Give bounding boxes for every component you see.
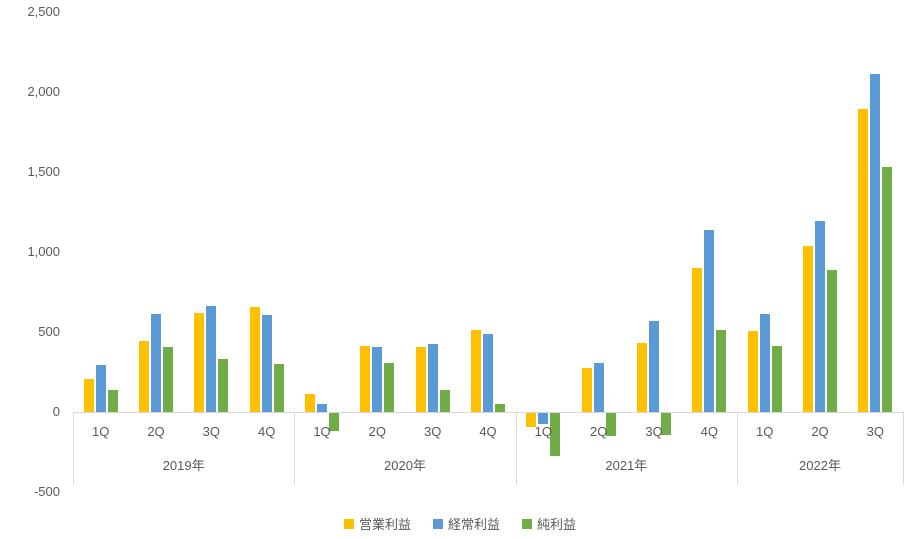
year-label: 2020年: [384, 458, 426, 473]
legend: 営業利益 経常利益 純利益: [0, 514, 920, 533]
bar-営業利益-2021年 4Q: [692, 268, 703, 412]
bar-経常利益-2019年 3Q: [206, 306, 217, 412]
bar-営業利益-2019年 3Q: [194, 312, 205, 412]
bar-営業利益-2021年 1Q: [526, 413, 537, 428]
bar-純利益-2022年 1Q: [771, 346, 782, 412]
y-axis-tick-label: 2,500: [27, 4, 60, 19]
bar-経常利益-2020年 1Q: [317, 404, 327, 412]
bar-営業利益-2020年 3Q: [415, 347, 426, 412]
year-label: 2019年: [162, 458, 205, 473]
bar-経常利益-2021年 2Q: [593, 363, 604, 412]
y-axis-tick-label: -500: [33, 484, 60, 499]
bar-純利益-2022年 3Q: [882, 167, 893, 412]
bar-経常利益-2021年 3Q: [649, 320, 659, 412]
bar-経常利益-2022年 1Q: [759, 314, 770, 412]
legend-label: 営業利益: [358, 517, 411, 532]
bar-営業利益-2022年 2Q: [803, 245, 813, 412]
bar-経常利益-2019年 4Q: [261, 315, 272, 412]
quarter-label: 3Q: [202, 424, 220, 439]
bar-純利益-2019年 2Q: [163, 347, 173, 412]
bar-営業利益-2020年 4Q: [471, 330, 481, 412]
quarter-label: 3Q: [423, 424, 442, 439]
quarter-label: 2Q: [811, 424, 829, 439]
bar-純利益-2021年 2Q: [605, 413, 616, 437]
quarter-label: 2Q: [147, 424, 165, 439]
bar-営業利益-2021年 2Q: [581, 368, 592, 412]
bar-純利益-2019年 3Q: [218, 359, 229, 412]
bar-経常利益-2020年 4Q: [483, 333, 493, 412]
group-separator-line: [515, 412, 517, 485]
quarter-label: 1Q: [534, 424, 552, 439]
bar-営業利益-2020年 1Q: [305, 394, 315, 412]
bar-純利益-2021年 3Q: [661, 413, 671, 436]
y-axis-tick-label: 0: [52, 404, 60, 419]
quarter-label: 4Q: [479, 424, 497, 439]
quarter-label: 2Q: [368, 424, 386, 439]
legend-item-営業利益: 営業利益: [343, 514, 411, 533]
bar-営業利益-2020年 2Q: [360, 345, 371, 412]
y-axis-tick-label: 2,000: [27, 84, 60, 99]
bar-営業利益-2022年 3Q: [858, 108, 869, 412]
bar-経常利益-2022年 3Q: [870, 74, 881, 412]
bar-純利益-2020年 2Q: [384, 363, 395, 412]
bar-経常利益-2022年 2Q: [815, 220, 825, 412]
y-axis-tick-label: 1,500: [27, 164, 60, 179]
bar-経常利益-2021年 1Q: [538, 413, 549, 425]
bar-営業利益-2019年 1Q: [83, 379, 94, 412]
bar-純利益-2022年 2Q: [827, 269, 837, 412]
bar-経常利益-2021年 4Q: [704, 230, 715, 412]
legend-item-純利益: 純利益: [522, 514, 576, 533]
group-separator-line: [903, 412, 904, 485]
group-separator-line: [294, 412, 296, 485]
legend-label: 純利益: [537, 517, 577, 532]
bar-純利益-2019年 4Q: [273, 364, 284, 412]
legend-swatch-icon: [522, 518, 532, 529]
legend-swatch-icon: [343, 518, 354, 529]
bar-経常利益-2020年 2Q: [372, 347, 383, 412]
legend-swatch-icon: [432, 518, 443, 529]
y-axis-tick-label: 500: [38, 324, 60, 339]
bar-純利益-2020年 1Q: [329, 413, 339, 431]
bar-純利益-2019年 1Q: [107, 390, 118, 412]
quarter-label: 3Q: [645, 424, 663, 439]
bar-営業利益-2019年 2Q: [139, 340, 149, 412]
quarter-label: 1Q: [755, 424, 774, 439]
legend-item-経常利益: 経常利益: [432, 514, 500, 533]
quarter-label: 1Q: [313, 424, 331, 439]
bar-経常利益-2019年 2Q: [151, 314, 161, 412]
bar-純利益-2021年 4Q: [716, 329, 727, 412]
bar-営業利益-2022年 1Q: [747, 331, 758, 412]
bar-経常利益-2020年 3Q: [427, 344, 438, 412]
bar-純利益-2021年 1Q: [550, 413, 561, 457]
y-axis-tick-label: 1,000: [27, 244, 60, 259]
bar-営業利益-2021年 3Q: [637, 343, 647, 412]
bar-純利益-2020年 4Q: [495, 404, 505, 412]
quarter-label: 4Q: [700, 424, 718, 439]
quarter-label: 4Q: [257, 424, 276, 439]
bar-純利益-2020年 3Q: [439, 389, 450, 412]
bar-経常利益-2019年 1Q: [95, 364, 106, 412]
x-axis-line: [73, 412, 903, 413]
quarter-label: 3Q: [866, 424, 884, 439]
legend-label: 経常利益: [447, 517, 500, 532]
year-label: 2022年: [799, 458, 841, 473]
group-separator-line: [73, 412, 74, 485]
year-label: 2021年: [605, 458, 648, 473]
bar-営業利益-2019年 4Q: [249, 307, 260, 412]
group-separator-line: [737, 412, 738, 485]
quarter-label: 2Q: [589, 424, 608, 439]
quarter-label: 1Q: [91, 424, 110, 439]
